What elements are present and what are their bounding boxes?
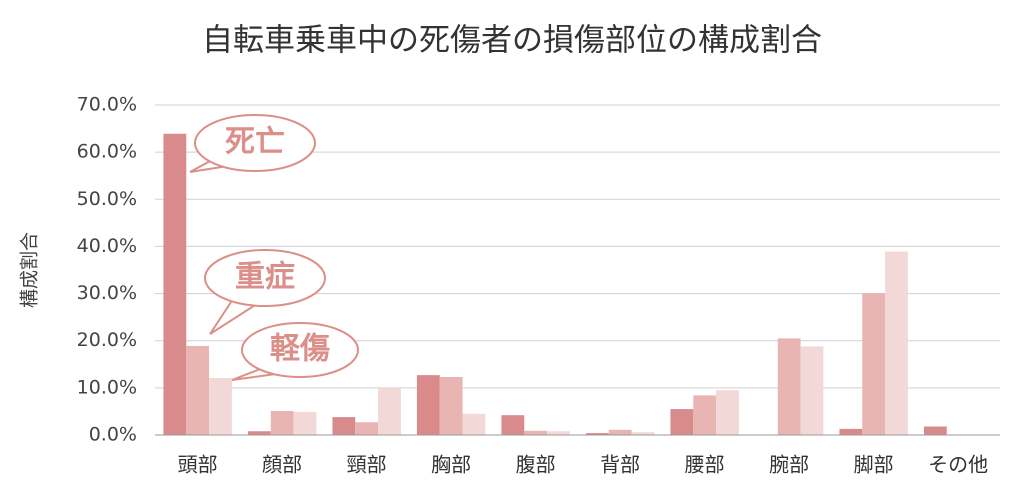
x-tick-label: 腰部 — [685, 453, 725, 477]
y-tick-label: 10.0% — [77, 376, 137, 398]
bar — [608, 429, 632, 435]
bar — [862, 293, 886, 435]
bar — [501, 415, 525, 435]
y-tick-label: 60.0% — [77, 141, 137, 163]
legend-label: 死亡 — [225, 125, 285, 160]
bubble — [241, 322, 359, 378]
bar — [247, 431, 271, 435]
bar — [293, 411, 317, 435]
bar — [585, 433, 609, 435]
bar — [270, 410, 294, 435]
bar — [885, 251, 908, 435]
legend-label: 軽傷 — [270, 332, 330, 367]
y-axis-label: 構成割合 — [19, 232, 41, 308]
legend-label: 重症 — [235, 260, 295, 295]
bar — [332, 417, 356, 435]
bar — [716, 390, 739, 435]
bar — [631, 432, 655, 435]
x-tick-label: 背部 — [600, 453, 640, 477]
x-tick-label: 顔部 — [262, 453, 302, 477]
bar — [923, 426, 947, 435]
y-tick-label: 0.0% — [89, 424, 137, 446]
x-tick-label: 胸部 — [431, 453, 471, 477]
bar — [462, 413, 486, 435]
bar — [839, 428, 863, 435]
bar — [416, 375, 440, 435]
bar — [439, 377, 463, 435]
y-tick-label: 20.0% — [77, 329, 137, 351]
bar — [693, 395, 717, 435]
bubble — [194, 114, 316, 172]
bar — [800, 346, 824, 435]
bar — [378, 387, 401, 435]
chart-title: 自転車乗車中の死傷者の損傷部位の構成割合 — [202, 23, 822, 59]
plot-area: 0.0% 10.0% 20.0% 30.0% 40.0% 50.0% 60.0% 70.0% 頭… — [77, 94, 1000, 477]
legend: 死亡 重症 軽傷 — [189, 114, 359, 381]
x-tick-label: 腹部 — [516, 453, 556, 477]
x-tick-label: 脚部 — [854, 453, 894, 477]
y-tick-label: 40.0% — [77, 235, 137, 257]
bar — [547, 431, 570, 435]
x-tick-label: 頭部 — [178, 453, 218, 477]
x-tick-label: 腕部 — [769, 453, 809, 477]
x-tick-label: 頸部 — [347, 453, 387, 477]
bar — [524, 430, 548, 435]
y-tick-label: 30.0% — [77, 282, 137, 304]
bar — [777, 338, 801, 435]
y-tick-label: 70.0% — [77, 94, 137, 116]
bar — [186, 345, 210, 435]
bar — [355, 422, 379, 435]
bar — [670, 409, 694, 435]
bubble — [204, 249, 326, 307]
y-tick-label: 50.0% — [77, 188, 137, 210]
x-tick-label: その他 — [928, 453, 988, 477]
bar — [209, 377, 232, 435]
bar — [163, 133, 187, 435]
